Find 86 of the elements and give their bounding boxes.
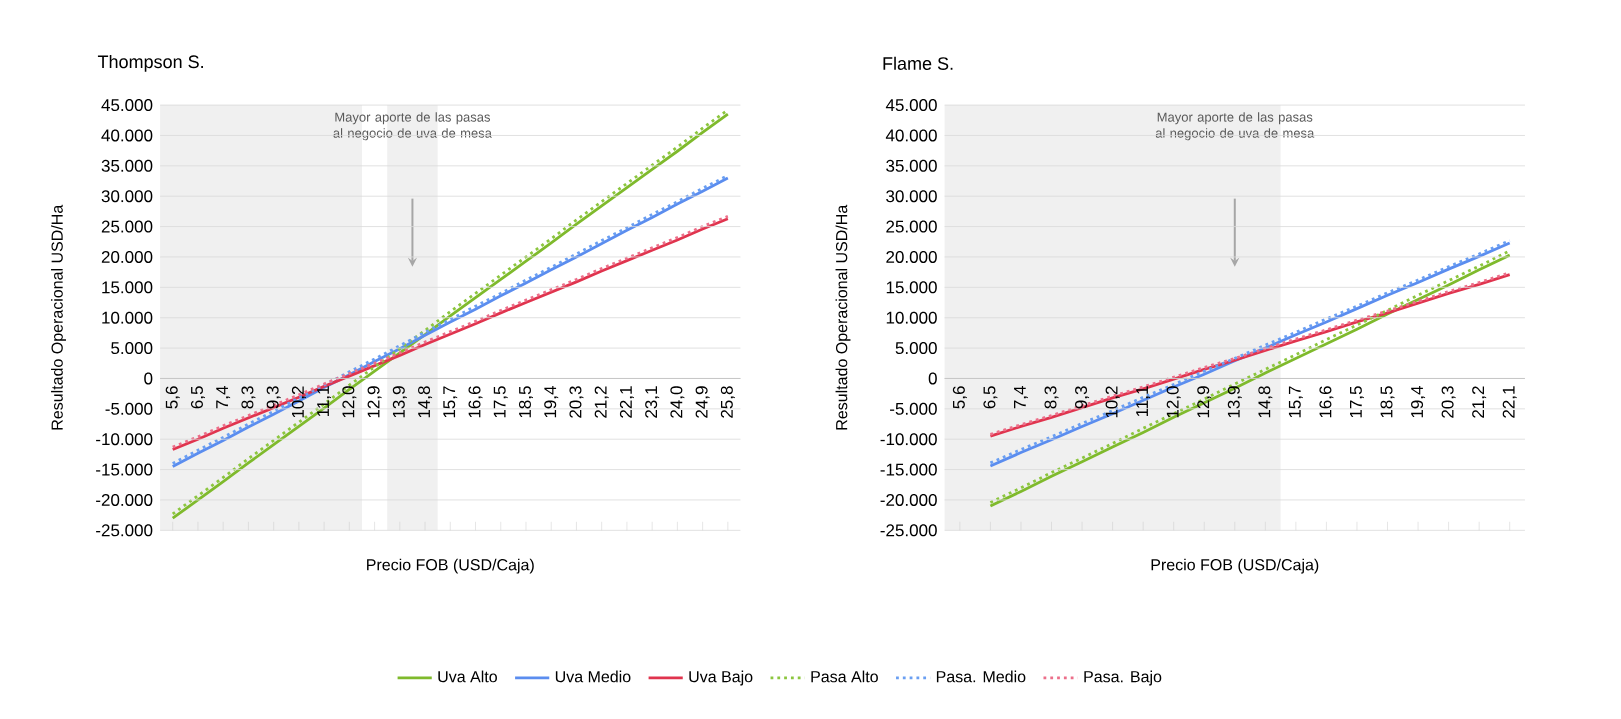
y-tick-label: -25.000 [880, 524, 937, 537]
x-tick-label: 24,9 [695, 386, 710, 418]
y-tick-label: 10.000 [102, 311, 153, 324]
x-tick-label: 13,9 [1227, 386, 1242, 418]
x-tick-label: 16,6 [468, 386, 483, 418]
y-tick-label: -5.000 [105, 402, 153, 415]
x-tick-label: 5,6 [165, 386, 180, 409]
chart-title: Flame S. [883, 56, 953, 70]
x-tick-label: 6,5 [983, 386, 998, 409]
x-tick-label: 6,5 [190, 386, 205, 409]
x-tick-label: 12,0 [1166, 385, 1181, 418]
legend-label: Uva Medio [555, 670, 631, 683]
x-tick-label: 16,6 [1319, 386, 1334, 418]
y-tick-label: 25.000 [886, 220, 937, 233]
x-tick-label: 8,3 [241, 386, 256, 409]
y-tick-label: 20.000 [886, 250, 937, 263]
y-tick-label: 5.000 [111, 341, 153, 354]
x-tick-label: 8,3 [1044, 386, 1059, 409]
y-tick-label: 30.000 [886, 189, 937, 202]
y-tick-label: 40.000 [885, 129, 937, 142]
y-tick-label: -20.000 [880, 493, 937, 506]
x-axis-title: Precio FOB (USD/Caja) [1151, 558, 1319, 574]
y-tick-label: 35.000 [101, 159, 153, 172]
y-tick-label: 30.000 [101, 189, 153, 202]
y-tick-label: 0 [928, 372, 937, 385]
band-label: Mayor aporte de las pasas al negocio de uva de mesa [333, 111, 492, 141]
y-tick-label: -10.000 [880, 432, 937, 445]
x-tick-label: 20,3 [569, 386, 584, 418]
x-tick-label: 9,3 [266, 386, 281, 409]
x-tick-label: 12,9 [1197, 386, 1212, 418]
y-tick-label: -20.000 [96, 493, 153, 506]
y-tick-label: -10.000 [96, 432, 153, 445]
x-tick-label: 14,8 [1258, 386, 1273, 418]
x-tick-label: 11,1 [317, 386, 332, 416]
x-tick-label: 24,0 [670, 385, 685, 418]
y-tick-label: -25.000 [96, 524, 153, 537]
legend-label: Pasa. Medio [936, 670, 1026, 683]
legend-label: Pasa Alto [811, 670, 878, 683]
x-tick-label: 22,1 [1502, 386, 1517, 418]
y-tick-label: 20.000 [101, 250, 153, 263]
x-tick-label: 21,2 [1472, 386, 1487, 418]
y-tick-label: 45.000 [101, 98, 153, 111]
x-tick-label: 5,6 [952, 386, 967, 409]
y-tick-label: 40.000 [101, 129, 153, 142]
y-tick-label: 10.000 [886, 311, 937, 324]
legend-label: Uva Alto [438, 670, 497, 683]
x-tick-label: 15,7 [443, 386, 458, 418]
y-tick-label: 45.000 [885, 98, 937, 111]
x-tick-label: 12,9 [367, 386, 382, 418]
x-tick-label: 22,1 [619, 386, 634, 418]
x-tick-label: 11,1 [1136, 386, 1151, 416]
y-tick-label: -15.000 [880, 463, 937, 476]
x-tick-label: 17,5 [1350, 386, 1364, 418]
x-tick-label: 21,2 [594, 386, 609, 418]
x-tick-label: 20,3 [1441, 386, 1456, 418]
x-tick-label: 13,9 [392, 386, 407, 418]
y-tick-label: 35.000 [886, 159, 937, 172]
x-tick-label: 23,1 [645, 386, 660, 418]
x-tick-label: 10,2 [1105, 386, 1120, 418]
x-tick-label: 12,0 [342, 385, 357, 418]
x-axis-title: Precio FOB (USD/Caja) [367, 558, 534, 574]
y-axis-title: Resultado Operacional USD/Ha [835, 204, 851, 430]
y-tick-label: 0 [144, 372, 153, 385]
x-tick-label: 10,2 [291, 386, 306, 418]
x-tick-label: 7,4 [216, 385, 231, 409]
y-tick-label: 15.000 [102, 281, 153, 294]
x-tick-label: 19,4 [1411, 385, 1426, 418]
legend-label: Uva Bajo [689, 670, 753, 686]
y-tick-label: 25.000 [101, 220, 153, 233]
band-label: Mayor aporte de las pasas al negocio de uva de mesa [1155, 111, 1315, 141]
x-tick-label: 14,8 [418, 386, 433, 418]
y-tick-label: 5.000 [895, 341, 937, 354]
x-tick-label: 25,8 [720, 386, 735, 418]
y-tick-label: -15.000 [96, 463, 153, 476]
legend-label: Pasa. Bajo [1084, 670, 1162, 686]
y-tick-label: -5.000 [890, 402, 937, 415]
y-axis-title: Resultado Operacional USD/Ha [51, 204, 66, 430]
chart-title: Thompson S. [97, 54, 203, 72]
y-tick-label: 15.000 [886, 281, 937, 294]
x-tick-label: 7,4 [1014, 385, 1028, 409]
x-tick-label: 9,3 [1075, 386, 1090, 409]
x-tick-label: 18,5 [518, 386, 533, 418]
x-tick-label: 15,7 [1288, 386, 1303, 418]
x-tick-label: 17,5 [493, 386, 508, 418]
x-tick-label: 18,5 [1380, 386, 1395, 418]
x-tick-label: 19,4 [544, 385, 559, 418]
